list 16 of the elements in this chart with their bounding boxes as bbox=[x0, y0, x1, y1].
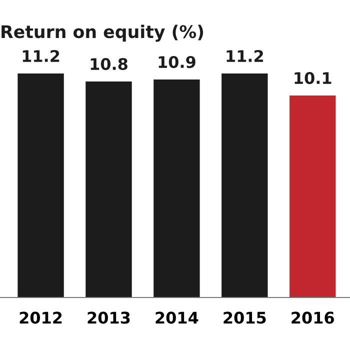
data-label: 10.9 bbox=[158, 56, 196, 68]
x-tick-label: 2016 bbox=[292, 312, 334, 324]
bar bbox=[86, 82, 132, 298]
data-label: 10.8 bbox=[90, 58, 128, 70]
bar bbox=[290, 96, 336, 298]
x-tick-label: 2013 bbox=[88, 312, 130, 324]
data-label: 11.2 bbox=[226, 50, 263, 62]
data-label: 11.2 bbox=[22, 50, 60, 62]
data-label: 10.1 bbox=[294, 72, 332, 84]
x-tick-label: 2014 bbox=[156, 312, 198, 324]
bar bbox=[222, 74, 268, 298]
chart-title: Return on equity (%) bbox=[2, 24, 204, 42]
bar bbox=[18, 74, 64, 298]
x-tick-label: 2012 bbox=[20, 312, 62, 324]
x-tick-label: 2015 bbox=[224, 312, 266, 324]
bar bbox=[154, 80, 200, 298]
